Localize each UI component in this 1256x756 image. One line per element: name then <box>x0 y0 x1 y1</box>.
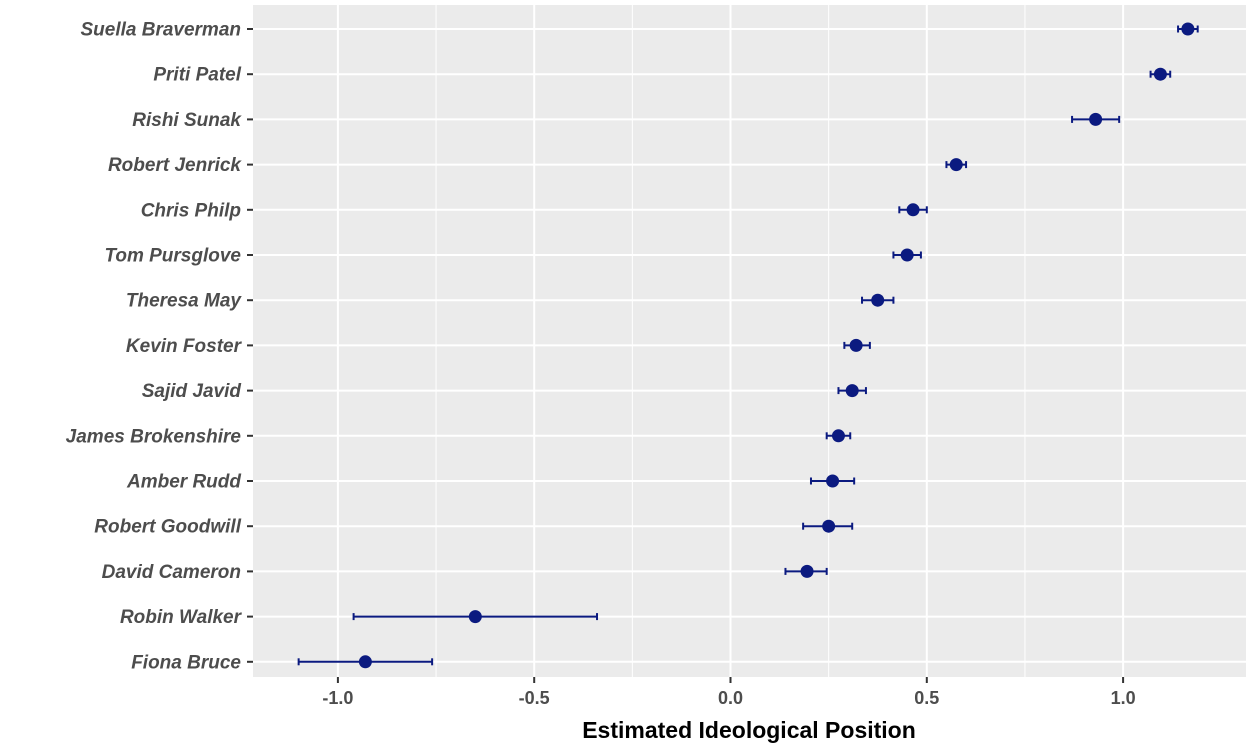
x-tick-label: 1.0 <box>1111 688 1136 708</box>
y-tick-label: David Cameron <box>102 562 241 583</box>
data-point <box>845 384 859 398</box>
data-point <box>906 203 920 217</box>
x-axis-title: Estimated Ideological Position <box>582 717 916 743</box>
y-tick-label: Theresa May <box>126 291 243 312</box>
y-tick-label: Tom Pursglove <box>104 246 241 267</box>
x-tick-label: 0.0 <box>718 688 743 708</box>
data-point <box>949 158 963 172</box>
x-tick-label: -1.0 <box>322 688 353 708</box>
y-axis: Suella Braverman Priti Patel Rishi Sunak Ro… <box>66 20 253 673</box>
y-tick-label: Fiona Bruce <box>131 652 241 673</box>
data-point <box>871 293 885 307</box>
grid-major <box>253 5 1246 677</box>
points <box>358 22 1195 669</box>
data-point <box>1181 22 1195 36</box>
y-tick-label: Amber Rudd <box>126 472 241 493</box>
plot-panel <box>253 5 1246 677</box>
data-point <box>826 474 840 488</box>
y-tick-label: Chris Philp <box>141 200 241 221</box>
data-point <box>900 248 914 262</box>
y-tick-label: Robert Jenrick <box>108 155 242 176</box>
grid-minor <box>435 5 1026 677</box>
y-tick-label: Robin Walker <box>120 607 243 628</box>
data-point <box>831 429 845 443</box>
data-point <box>468 610 482 624</box>
x-axis: -1.0 -0.5 0.0 0.5 1.0 <box>322 677 1136 708</box>
x-tick-label: -0.5 <box>519 688 550 708</box>
data-point <box>1153 67 1167 81</box>
y-tick-label: Sajid Javid <box>142 381 242 402</box>
y-tick-label: Suella Braverman <box>80 20 241 41</box>
data-point <box>849 338 863 352</box>
x-tick-label: 0.5 <box>914 688 939 708</box>
y-tick-label: Kevin Foster <box>126 336 243 357</box>
data-point <box>800 564 814 578</box>
y-tick-label: Robert Goodwill <box>94 517 241 538</box>
data-point <box>1089 112 1103 126</box>
y-tick-label: Priti Patel <box>153 65 241 86</box>
data-point <box>358 655 372 669</box>
data-point <box>822 519 836 533</box>
y-tick-label: Rishi Sunak <box>132 110 242 131</box>
y-tick-label: James Brokenshire <box>66 426 242 447</box>
